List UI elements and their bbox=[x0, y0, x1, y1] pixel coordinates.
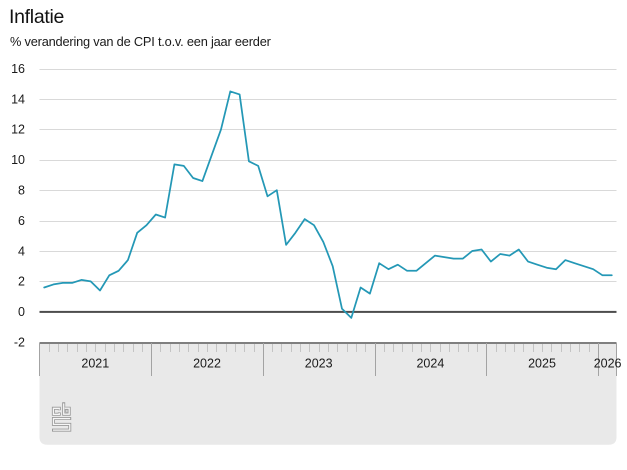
svg-text:2025: 2025 bbox=[528, 357, 556, 371]
svg-text:2022: 2022 bbox=[193, 357, 221, 371]
svg-text:12: 12 bbox=[11, 123, 25, 137]
svg-text:-2: -2 bbox=[14, 336, 25, 350]
svg-text:10: 10 bbox=[11, 153, 25, 167]
svg-text:2024: 2024 bbox=[416, 357, 444, 371]
svg-text:2023: 2023 bbox=[305, 357, 333, 371]
svg-text:0: 0 bbox=[18, 305, 25, 319]
svg-text:16: 16 bbox=[11, 62, 25, 76]
svg-text:6: 6 bbox=[18, 214, 25, 228]
svg-text:2026: 2026 bbox=[594, 357, 622, 371]
svg-text:2: 2 bbox=[18, 275, 25, 289]
svg-text:14: 14 bbox=[11, 92, 25, 106]
svg-text:8: 8 bbox=[18, 184, 25, 198]
svg-text:4: 4 bbox=[18, 244, 25, 258]
svg-text:2021: 2021 bbox=[81, 357, 109, 371]
